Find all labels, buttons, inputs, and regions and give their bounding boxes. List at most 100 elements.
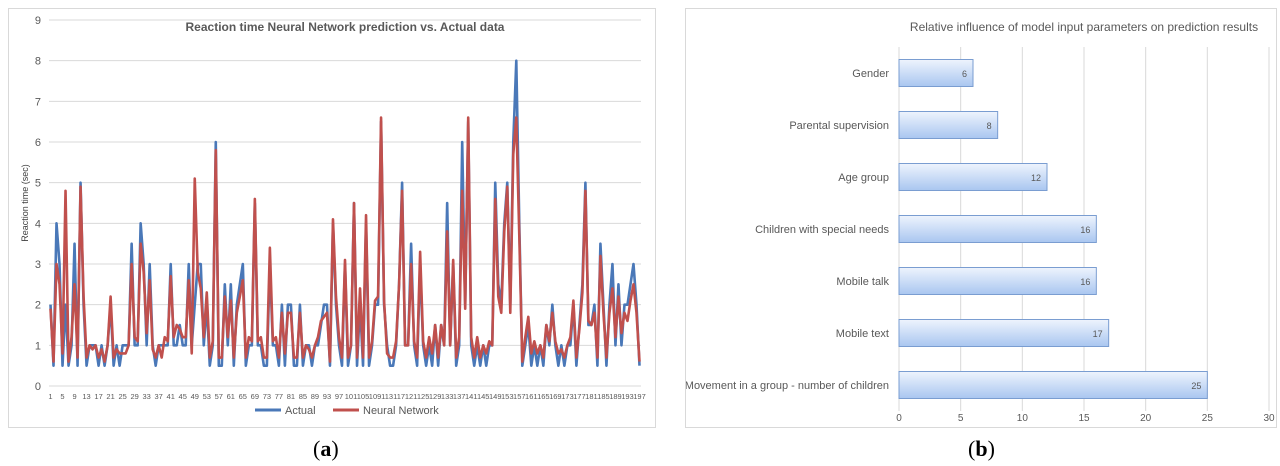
bar-data-label: 12 bbox=[1031, 173, 1041, 183]
x-tick-label: 57 bbox=[215, 392, 223, 401]
x-tick-label: 61 bbox=[227, 392, 235, 401]
bar bbox=[898, 111, 999, 139]
category-label: Movement in a group - number of children bbox=[686, 380, 889, 392]
bar-data-label: 6 bbox=[962, 69, 967, 79]
bar-data-label: 8 bbox=[987, 121, 992, 131]
x-tick-label: 185 bbox=[597, 392, 610, 401]
y-tick-label: 3 bbox=[35, 259, 41, 271]
caption-b-open: ( bbox=[968, 436, 976, 461]
x-tick-label: 129 bbox=[429, 392, 442, 401]
series-line-neural-network bbox=[49, 116, 641, 363]
x-tick-label: 41 bbox=[167, 392, 175, 401]
caption-a-open: ( bbox=[313, 436, 321, 461]
x-tick-label: 33 bbox=[142, 392, 150, 401]
x-tick-label: 157 bbox=[513, 392, 526, 401]
x-tick-label: 125 bbox=[417, 392, 430, 401]
legend-label-actual: Actual bbox=[285, 405, 316, 417]
y-tick-label: 4 bbox=[35, 218, 41, 230]
x-tick-label: 93 bbox=[323, 392, 331, 401]
caption-a-letter: a bbox=[320, 436, 332, 461]
x-tick-label: 173 bbox=[561, 392, 574, 401]
bar bbox=[898, 59, 974, 87]
x-tick-label: 37 bbox=[155, 392, 163, 401]
x-tick-label: 161 bbox=[525, 392, 538, 401]
x-tick-label: 141 bbox=[465, 392, 478, 401]
bar-data-label: 17 bbox=[1093, 329, 1103, 339]
y-tick-label: 1 bbox=[35, 340, 41, 352]
x-tick-label: 169 bbox=[549, 392, 562, 401]
x-tick-label: 189 bbox=[609, 392, 622, 401]
x-tick-label: 145 bbox=[477, 392, 490, 401]
legend-label-neural-network: Neural Network bbox=[363, 405, 439, 417]
x-tick-label: 30 bbox=[1263, 413, 1275, 424]
category-label: Gender bbox=[852, 68, 889, 80]
category-label: Children with special needs bbox=[755, 224, 889, 236]
x-tick-label: 29 bbox=[130, 392, 138, 401]
x-tick-label: 49 bbox=[191, 392, 199, 401]
y-tick-label: 8 bbox=[35, 56, 41, 68]
caption-b-letter: b bbox=[975, 436, 988, 461]
x-tick-label: 17 bbox=[94, 392, 102, 401]
x-tick-label: 153 bbox=[501, 392, 514, 401]
bar bbox=[898, 163, 1048, 191]
x-tick-label: 45 bbox=[179, 392, 187, 401]
x-tick-label: 9 bbox=[72, 392, 76, 401]
chart-title: Reaction time Neural Network prediction … bbox=[186, 20, 505, 34]
x-tick-label: 149 bbox=[489, 392, 502, 401]
chart-title: Relative influence of model input parame… bbox=[910, 20, 1258, 34]
input-influence-bar-chart-panel: Relative influence of model input parame… bbox=[685, 8, 1277, 428]
x-tick-label: 13 bbox=[82, 392, 90, 401]
x-tick-label: 165 bbox=[537, 392, 550, 401]
category-label: Mobile talk bbox=[836, 276, 889, 288]
x-tick-label: 5 bbox=[60, 392, 64, 401]
bar bbox=[898, 371, 1208, 399]
x-tick-label: 117 bbox=[393, 392, 405, 401]
caption-a-close: ) bbox=[331, 436, 339, 461]
x-tick-label: 21 bbox=[106, 392, 114, 401]
bar bbox=[898, 215, 1097, 243]
input-influence-bar-chart: Relative influence of model input parame… bbox=[685, 20, 1275, 424]
bar-data-label: 16 bbox=[1080, 225, 1090, 235]
x-tick-label: 109 bbox=[369, 392, 382, 401]
category-label: Mobile text bbox=[836, 328, 889, 340]
bar-data-label: 25 bbox=[1191, 381, 1201, 391]
x-tick-label: 101 bbox=[345, 392, 358, 401]
caption-b: (b) bbox=[968, 436, 995, 462]
x-tick-label: 5 bbox=[958, 413, 964, 424]
x-tick-label: 105 bbox=[357, 392, 370, 401]
x-tick-label: 53 bbox=[203, 392, 211, 401]
y-tick-label: 6 bbox=[35, 137, 41, 149]
x-tick-label: 85 bbox=[299, 392, 307, 401]
x-tick-label: 89 bbox=[311, 392, 319, 401]
x-tick-label: 20 bbox=[1140, 413, 1152, 424]
x-tick-label: 10 bbox=[1017, 413, 1029, 424]
x-tick-label: 121 bbox=[405, 392, 418, 401]
x-tick-label: 197 bbox=[633, 392, 646, 401]
caption-a: (a) bbox=[313, 436, 339, 462]
category-label: Parental supervision bbox=[789, 120, 889, 132]
x-tick-label: 133 bbox=[441, 392, 454, 401]
y-tick-label: 5 bbox=[35, 178, 41, 190]
bar-data-label: 16 bbox=[1080, 277, 1090, 287]
x-tick-label: 69 bbox=[251, 392, 259, 401]
y-tick-label: 9 bbox=[35, 15, 41, 27]
x-tick-label: 193 bbox=[621, 392, 634, 401]
x-tick-label: 1 bbox=[48, 392, 52, 401]
x-tick-label: 25 bbox=[118, 392, 126, 401]
bar bbox=[898, 267, 1097, 295]
x-tick-label: 25 bbox=[1202, 413, 1214, 424]
y-tick-label: 7 bbox=[35, 96, 41, 108]
x-tick-label: 97 bbox=[335, 392, 343, 401]
x-tick-label: 81 bbox=[287, 392, 295, 401]
bar bbox=[898, 319, 1110, 347]
y-tick-label: 0 bbox=[35, 381, 41, 393]
caption-b-close: ) bbox=[987, 436, 995, 461]
y-axis-label: Reaction time (sec) bbox=[20, 164, 30, 242]
x-tick-label: 177 bbox=[573, 392, 586, 401]
reaction-time-line-chart-panel: 0 1 2 3 4 5 6 7 8 9 1 5 9 13 17 21 25 29 33 37 41 45 49 53 57 61 6… bbox=[8, 8, 656, 428]
x-tick-label: 137 bbox=[453, 392, 466, 401]
x-tick-label: 73 bbox=[263, 392, 271, 401]
x-tick-label: 181 bbox=[585, 392, 598, 401]
x-tick-label: 15 bbox=[1078, 413, 1090, 424]
